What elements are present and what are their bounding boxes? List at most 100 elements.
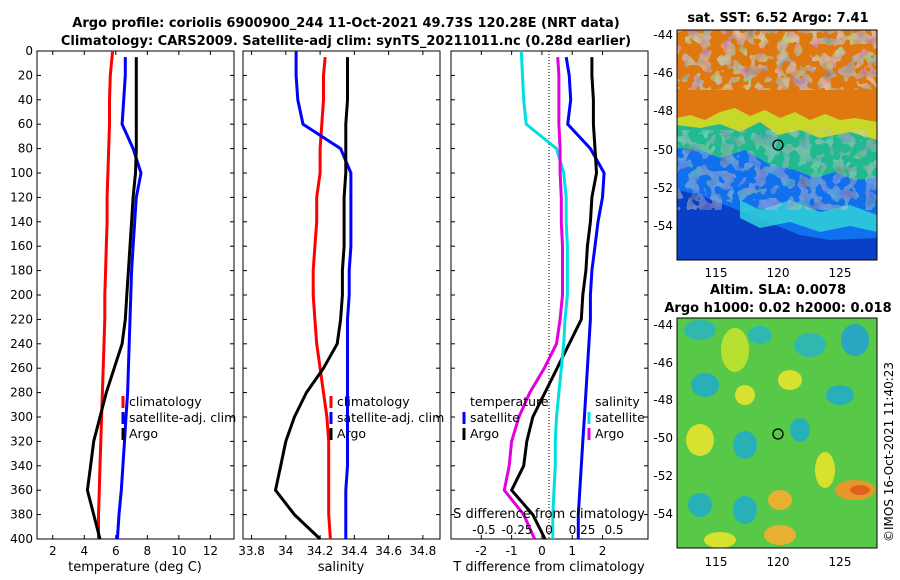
legend-label-satellite: satellite-adj. clim [129, 410, 236, 425]
sst-map-panel: sat. SST: 6.52 Argo: 7.41 -44 -46 -48 -5… [653, 11, 878, 280]
x-tick-label: 34.6 [375, 544, 402, 558]
x-tick-label: 34.2 [307, 544, 334, 558]
salinity-panel: 33.8 34 34.2 34.4 34.6 34.8 salinity climatol… [238, 50, 444, 575]
y-tick-label: 320 [10, 434, 33, 448]
sst-argo-marker [772, 139, 784, 151]
lat-tick: -52 [653, 469, 673, 483]
series-line-temperature-satellite [564, 56, 606, 539]
x-tick-label: 8 [143, 544, 151, 558]
lon-tick: 125 [829, 266, 852, 280]
lat-tick: -48 [653, 393, 673, 407]
x-tick-label: 4 [80, 544, 88, 558]
lat-tick: -48 [653, 104, 673, 118]
series-line-argo [274, 57, 349, 541]
lat-tick: -52 [653, 181, 673, 195]
salinity-legend: climatology satellite-adj. clim Argo [329, 394, 444, 441]
y-tick-label: 300 [10, 410, 33, 424]
y-tick-label: 260 [10, 361, 33, 375]
legend-label-argo: Argo [129, 426, 158, 441]
salinity-lines [274, 51, 353, 541]
imos-credit: ©IMOS 16-Oct-2021 11:40:23 [882, 362, 896, 542]
y-tick-label: 380 [10, 508, 33, 522]
y-tick-label: 280 [10, 386, 33, 400]
temperature-xlabel: temperature (deg C) [68, 560, 202, 575]
lat-tick: -54 [653, 219, 673, 233]
y-tick-label: 220 [10, 312, 33, 326]
sst-map-ticks: -44 -46 -48 -50 -52 -54 115 120 125 [653, 28, 851, 280]
y-tick-label: 200 [10, 288, 33, 302]
sla-argo-marker [772, 428, 784, 440]
x-tick-label: 34.8 [410, 544, 437, 558]
x-tick-label: 33.8 [238, 544, 265, 558]
temperature-legend: climatology satellite-adj. clim Argo [121, 394, 236, 441]
lon-tick: 115 [705, 555, 728, 569]
y-tick-label: 60 [18, 117, 33, 131]
lat-tick: -44 [653, 28, 673, 42]
y-tick-label: 80 [18, 142, 33, 156]
y-tick-label: 160 [10, 239, 33, 253]
series-line-salinity-argo [502, 57, 564, 540]
s-tick-label: -0.25 [501, 523, 532, 537]
lon-tick: 120 [767, 555, 790, 569]
y-tick-label: 180 [10, 264, 33, 278]
salinity-difference-label: S difference from climatology [453, 507, 645, 522]
difference-y-ticks [451, 50, 648, 540]
y-tick-label: 40 [18, 93, 33, 107]
series-line-satellite-adj-clim [294, 51, 353, 539]
figure-title-line1: Argo profile: coriolis 6900900_244 11-Oc… [72, 16, 619, 31]
series-line-argo [85, 57, 138, 540]
depth-y-ticks: 0 20 40 60 80 100 120 140 160 180 200 220 240 260 280 3… [10, 44, 234, 546]
x-tick-label: 34 [278, 544, 293, 558]
temperature-x-ticks: 2 4 6 8 10 12 [49, 51, 218, 558]
series-line-climatology [97, 50, 115, 539]
difference-xlabel: T difference from climatology [452, 560, 645, 575]
difference-panel: -2 -1 0 1 2 T difference from climatology S … [450, 50, 649, 575]
salinity-difference-tick-labels: -0.5 -0.25 0 0.25 0.5 [472, 523, 623, 537]
lat-tick: -50 [653, 143, 673, 157]
x-tick-label: 2 [599, 544, 607, 558]
sst-map-title: sat. SST: 6.52 Argo: 7.41 [687, 11, 868, 26]
x-tick-label: 6 [112, 544, 120, 558]
legend-label-t-satellite: satellite [470, 410, 520, 425]
legend-title-temperature: temperature [470, 394, 549, 409]
series-line-salinity-satellite [519, 50, 569, 539]
x-tick-label: 0 [538, 544, 546, 558]
legend-label-satellite: satellite-adj. clim [337, 410, 444, 425]
sla-map-title-line2: Argo h1000: 0.02 h2000: 0.018 [664, 301, 891, 316]
lat-tick: -54 [653, 507, 673, 521]
legend-label-t-argo: Argo [470, 426, 499, 441]
legend-label-climatology: climatology [337, 394, 410, 409]
x-tick-label: 2 [49, 544, 57, 558]
sst-map-frame [676, 29, 878, 261]
lon-tick: 115 [705, 266, 728, 280]
y-tick-label: 360 [10, 483, 33, 497]
y-tick-label: 100 [10, 166, 33, 180]
s-tick-label: 0 [545, 523, 553, 537]
x-tick-label: 34.4 [341, 544, 368, 558]
y-tick-label: 240 [10, 337, 33, 351]
y-tick-label: 20 [18, 68, 33, 82]
lon-tick: 125 [829, 555, 852, 569]
figure-title-line2: Climatology: CARS2009. Satellite-adj cli… [61, 34, 631, 49]
legend-label-climatology: climatology [129, 394, 202, 409]
x-tick-label: -2 [475, 544, 487, 558]
y-tick-label: 140 [10, 215, 33, 229]
series-line-climatology [311, 56, 332, 540]
lat-tick: -46 [653, 66, 673, 80]
x-tick-label: 10 [171, 544, 186, 558]
y-tick-label: 400 [10, 532, 33, 546]
lon-tick: 120 [767, 266, 790, 280]
legend-label-s-satellite: satellite [595, 410, 645, 425]
sla-map-image [677, 318, 877, 548]
lat-tick: -50 [653, 431, 673, 445]
s-tick-label: -0.5 [472, 523, 495, 537]
sla-map-panel: Altim. SLA: 0.0078 Argo h1000: 0.02 h200… [653, 283, 891, 569]
series-line-satellite-adj-clim [115, 57, 143, 540]
legend-label-argo: Argo [337, 426, 366, 441]
legend-title-salinity: salinity [595, 394, 640, 409]
lat-tick: -46 [653, 356, 673, 370]
temperature-lines [85, 50, 143, 540]
difference-lines [502, 50, 606, 540]
sst-map-image [677, 30, 877, 260]
